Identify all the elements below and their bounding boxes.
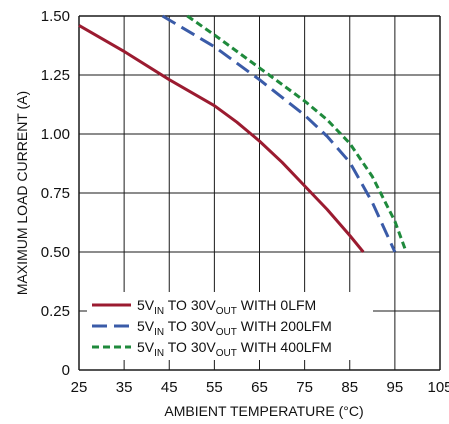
legend-label-2: 5VIN TO 30VOUT WITH 400LFM bbox=[137, 339, 332, 359]
y-tick-label: 0.50 bbox=[41, 244, 70, 261]
legend-background bbox=[87, 292, 373, 360]
y-tick-label: 1.00 bbox=[41, 126, 70, 143]
legend-text-part: OUT bbox=[216, 348, 237, 359]
legend-label-1: 5VIN TO 30VOUT WITH 200LFM bbox=[137, 318, 332, 338]
x-tick-label: 25 bbox=[71, 379, 88, 396]
legend-text-part: IN bbox=[154, 348, 164, 359]
x-tick-label: 75 bbox=[296, 379, 313, 396]
y-tick-label: 0.75 bbox=[41, 185, 70, 202]
series-group bbox=[78, 14, 408, 253]
legend-text-part: WITH 400LFM bbox=[237, 339, 332, 355]
legend-label-0: 5VIN TO 30VOUT WITH 0LFM bbox=[137, 297, 316, 317]
y-tick-label: 1.25 bbox=[41, 67, 70, 84]
y-axis-title: MAXIMUM LOAD CURRENT (A) bbox=[14, 91, 30, 295]
x-tick-label: 35 bbox=[116, 379, 133, 396]
series-line-0 bbox=[78, 24, 365, 253]
legend-text-part: 5V bbox=[137, 297, 155, 313]
x-tick-label: 65 bbox=[251, 379, 268, 396]
legend-text-part: 5V bbox=[137, 318, 155, 334]
legend-text-part: 5V bbox=[137, 339, 155, 355]
x-tick-label: 105 bbox=[427, 379, 449, 396]
legend-text-part: WITH 0LFM bbox=[237, 297, 316, 313]
y-tick-label: 0 bbox=[62, 362, 70, 379]
x-tick-label: 85 bbox=[341, 379, 358, 396]
y-tick-label: 1.50 bbox=[41, 8, 70, 25]
x-tick-label: 45 bbox=[161, 379, 178, 396]
legend-text-part: OUT bbox=[216, 327, 237, 338]
legend-text-part: TO 30V bbox=[164, 339, 216, 355]
series-line-2 bbox=[186, 14, 408, 253]
x-tick-label: 55 bbox=[206, 379, 223, 396]
y-tick-label: 0.25 bbox=[41, 303, 70, 320]
legend-text-part: IN bbox=[154, 306, 164, 317]
tick-labels: 25 35 45 55 65 75 85 95 105 0 0.25 0.50 0.75 1.00 1.25… bbox=[41, 8, 449, 396]
x-tick-label: 95 bbox=[387, 379, 404, 396]
legend-text-part: IN bbox=[154, 327, 164, 338]
legend-text-part: OUT bbox=[216, 306, 237, 317]
legend-text-part: WITH 200LFM bbox=[237, 318, 332, 334]
legend-text-part: TO 30V bbox=[164, 318, 216, 334]
legend-text-part: TO 30V bbox=[164, 297, 216, 313]
x-axis-title: AMBIENT TEMPERATURE (°C) bbox=[164, 403, 363, 419]
series-line-1 bbox=[161, 14, 397, 253]
